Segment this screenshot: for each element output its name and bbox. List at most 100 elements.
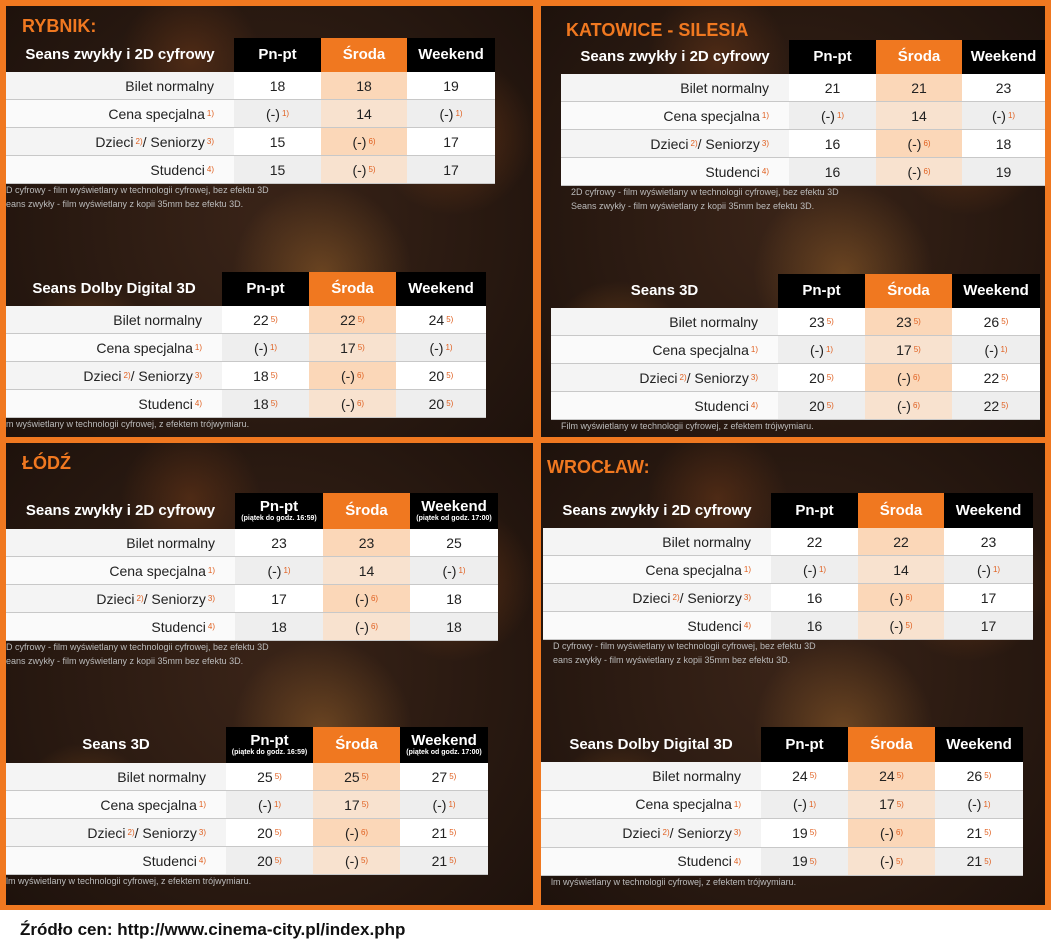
text: 20 [257,852,273,869]
row-label: Studenci 4) [6,847,226,875]
text: 19 [792,853,808,870]
text: 18 [253,395,269,412]
price-cell: (-) 1) [222,334,309,362]
price-cell: 24 5) [848,762,935,791]
price-cell: 14 [858,556,944,584]
text: (-) [267,562,282,579]
footnote-ref: 5) [895,856,904,866]
text: Studenci [687,617,742,634]
footnote-ref: 3) [750,373,758,382]
price-cell: 17 [944,612,1033,640]
row-label: Bilet normalny [551,308,778,336]
price-cell: (-) 1) [944,556,1033,584]
text: Cena specjalna [663,107,760,124]
city-title: RYBNIK: [22,16,97,36]
column-header: Środa [858,493,944,528]
text: Środa [342,46,386,64]
row-label: Studenci 4) [543,612,771,640]
footnote-ref: 1) [836,111,845,120]
price-cell: (-) 1) [396,334,486,362]
text: Weekend [946,735,1012,753]
price-cell: 23 5) [865,308,952,336]
row-label: Bilet normalny [561,74,789,102]
text: 20 [428,395,445,412]
price-cell: 17 [407,128,495,156]
footnote-ref: 6) [360,828,369,837]
price-cell: 17 5) [313,791,400,819]
text: (-) [352,161,367,178]
price-cell: 20 5) [396,390,486,418]
price-cell: 16 [771,584,858,612]
text: (-) [344,852,359,869]
column-header: Weekend [407,38,495,72]
text: / Seniorzy [142,133,205,150]
footnote: lm wyświetlany w technologii cyfrowej, z… [551,877,797,887]
text: Weekend [408,280,474,298]
text: / Seniorzy [679,589,742,606]
city-title: KATOWICE - SILESIA [566,20,749,40]
text: 22 [983,397,1000,414]
footnote-ref: 5) [274,828,282,837]
text: 21 [911,79,927,96]
price-cell: (-) 6) [309,390,396,418]
text: Cena specjalna [652,341,749,358]
text: 21 [431,852,448,869]
footnote-ref: 5) [1001,317,1009,326]
text: 18 [269,77,286,94]
text: 16 [824,135,841,152]
footnote-ref: 3) [207,594,215,603]
footnote-ref: 5) [905,621,913,630]
footnote-ref: 1) [207,566,215,575]
text: 20 [809,369,825,386]
footnote-ref: 3) [198,828,206,837]
footnote: eans zwykły - film wyświetlany z kopii 3… [6,656,244,666]
column-header: Weekend [935,727,1023,762]
price-cell: 17 5) [848,790,935,819]
text: (-) [907,135,922,152]
text: (-) [889,589,904,606]
price-cell: 17 [944,584,1033,612]
price-cell: (-) 1) [407,100,495,128]
text: Cena specjalna [635,796,732,813]
text: 23 [896,313,912,330]
price-cell: 23 [323,529,410,557]
footnote-ref: 4) [198,856,206,865]
column-header: Weekend (piątek od godz. 17:00) [410,493,498,529]
footnote-ref: 3) [743,593,751,602]
text: 21 [966,853,983,870]
price-cell: 22 [771,528,858,556]
price-cell: 25 [410,529,498,557]
price-cell: 17 [407,156,495,184]
text: Środa [887,282,930,300]
price-cell: 20 5) [778,392,865,420]
text: Pn-pt [785,735,824,753]
footnote-ref: 4) [194,399,202,408]
text: 16 [806,617,823,634]
price-cell: 21 5) [935,847,1023,876]
price-cell: (-) 6) [876,130,962,158]
table-corner-header: Seans zwykły i 2D cyfrowy [543,493,771,528]
text: 15 [269,161,286,178]
text: Środa [345,502,388,520]
text: Bilet normalny [126,534,215,551]
text: Studenci [150,161,205,178]
row-label: Studenci 4) [6,390,222,418]
table-corner-header: Seans Dolby Digital 3D [6,272,222,306]
price-cell: (-) 1) [771,556,858,584]
text: 21 [824,79,841,96]
table-corner-header: Seans zwykły i 2D cyfrowy [561,40,789,74]
footnote-ref: 1) [808,799,817,809]
footnote-ref: 5) [360,856,369,865]
text: 18 [271,618,287,635]
text: Bilet normalny [125,77,214,94]
footnote-ref: 5) [368,165,376,174]
footnote-ref: 6) [905,593,913,602]
footnote: eans zwykły - film wyświetlany z kopii 3… [553,655,791,665]
row-label: Cena specjalna 1) [6,334,222,362]
footnote-ref: 1) [750,345,758,354]
price-cell: 18 5) [222,390,309,418]
row-label: Dzieci 2) / Seniorzy 3) [551,364,778,392]
price-cell: 15 [234,128,321,156]
price-cell: (-) 6) [313,819,400,847]
text: (-) [879,853,894,870]
